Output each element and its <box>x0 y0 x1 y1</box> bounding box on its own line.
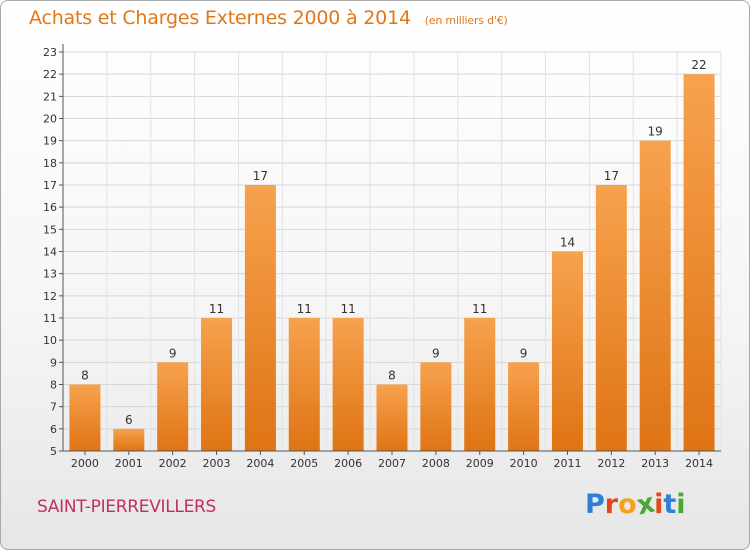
logo-letter: i <box>676 489 686 520</box>
x-tick-label: 2007 <box>378 457 406 470</box>
y-tick-label: 8 <box>50 379 57 392</box>
bar <box>69 384 101 451</box>
y-tick-label: 17 <box>43 179 57 192</box>
bar-value-label: 17 <box>253 169 268 183</box>
x-tick-label: 2012 <box>597 457 625 470</box>
y-tick-label: 14 <box>43 246 57 259</box>
bar-value-label: 17 <box>604 169 619 183</box>
x-tick-label: 2008 <box>422 457 450 470</box>
bar-value-label: 9 <box>520 346 528 360</box>
y-tick-label: 12 <box>43 290 57 303</box>
bar <box>464 318 496 451</box>
bar <box>244 185 276 451</box>
bar-value-label: 9 <box>169 346 177 360</box>
bar <box>376 384 408 451</box>
bar <box>683 74 715 452</box>
town-name: SAINT-PIERREVILLERS <box>37 497 217 517</box>
y-tick-label: 10 <box>43 334 57 347</box>
logo-letter: P <box>585 489 605 520</box>
bar-value-label: 8 <box>81 369 89 383</box>
bar-value-label: 11 <box>209 302 224 316</box>
proxiti-logo[interactable]: Proxiti <box>585 488 686 522</box>
bar-value-label: 14 <box>560 236 575 250</box>
y-tick-label: 23 <box>43 46 57 59</box>
y-tick-label: 7 <box>50 401 57 414</box>
bar-value-label: 22 <box>691 58 706 72</box>
chart-title: Achats et Charges Externes 2000 à 2014 (… <box>29 7 508 29</box>
logo-letter: t <box>663 489 677 520</box>
x-tick-label: 2006 <box>334 457 362 470</box>
y-tick-label: 21 <box>43 90 57 103</box>
x-tick-label: 2014 <box>685 457 713 470</box>
x-tick-label: 2013 <box>641 457 669 470</box>
bar <box>420 362 452 451</box>
x-tick-label: 2005 <box>290 457 318 470</box>
y-tick-label: 19 <box>43 135 57 148</box>
y-tick-label: 11 <box>43 312 57 325</box>
bar <box>332 318 364 451</box>
x-tick-label: 2000 <box>71 457 99 470</box>
y-tick-label: 22 <box>43 68 57 81</box>
bars: 8 6 9 11 17 11 11 8 9 11 9 14 17 19 22 <box>69 58 715 452</box>
logo-letter: i <box>654 489 664 520</box>
x-tick-label: 2004 <box>246 457 274 470</box>
bar-value-label: 6 <box>125 413 133 427</box>
axes: 5 6 7 8 9 10 11 12 13 14 15 16 17 18 19 20 21 22 23 2000 200… <box>43 44 721 470</box>
x-tick-label: 2003 <box>203 457 231 470</box>
y-tick-label: 6 <box>50 423 57 436</box>
bar-value-label: 9 <box>432 346 440 360</box>
bar <box>551 251 583 451</box>
y-tick-label: 20 <box>43 113 57 126</box>
bar <box>201 318 233 451</box>
bar <box>639 140 671 451</box>
logo-letter: r <box>604 489 619 520</box>
bar <box>288 318 320 451</box>
bar-value-label: 19 <box>648 125 663 139</box>
y-tick-label: 13 <box>43 268 57 281</box>
logo-letter: o <box>618 489 637 520</box>
y-tick-label: 5 <box>50 445 57 458</box>
bar-value-label: 11 <box>472 302 487 316</box>
x-tick-label: 2001 <box>115 457 143 470</box>
x-tick-label: 2009 <box>466 457 494 470</box>
bar <box>157 362 189 451</box>
y-tick-label: 9 <box>50 356 57 369</box>
chart-title-text: Achats et Charges Externes 2000 à 2014 <box>29 7 411 29</box>
x-tick-label: 2011 <box>553 457 581 470</box>
x-tick-label: 2002 <box>159 457 187 470</box>
bar <box>595 185 627 451</box>
y-tick-label: 16 <box>43 201 57 214</box>
x-tick-label: 2010 <box>510 457 538 470</box>
bar <box>508 362 540 451</box>
bar-value-label: 11 <box>340 302 355 316</box>
bar <box>113 428 145 451</box>
y-tick-label: 15 <box>43 223 57 236</box>
bar-value-label: 8 <box>388 369 396 383</box>
y-tick-label: 18 <box>43 157 57 170</box>
bar-value-label: 11 <box>297 302 312 316</box>
chart-subtitle: (en milliers d'€) <box>424 14 508 27</box>
